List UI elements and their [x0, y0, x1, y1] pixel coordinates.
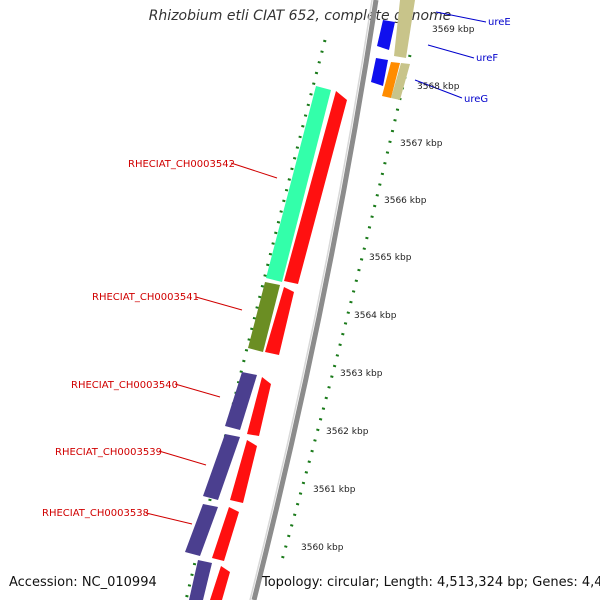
gene-label-rheciat-ch0003538[interactable]: RHECIAT_CH0003538	[42, 508, 149, 519]
tick-label-3562: 3562 kbp	[326, 427, 369, 437]
genome-summary-text: Topology: circular; Length: 4,513,324 bp…	[262, 575, 600, 590]
gene-label-rheciat-ch0003540[interactable]: RHECIAT_CH0003540	[71, 380, 178, 391]
tick-label-3569: 3569 kbp	[432, 25, 475, 35]
tick-label-3563: 3563 kbp	[340, 369, 383, 379]
leader-line-uree	[435, 11, 487, 23]
leader-line-3539	[158, 450, 207, 466]
gene-cog-ureg-orange[interactable]	[382, 62, 400, 98]
gene-label-uref[interactable]: ureF	[476, 53, 498, 64]
leader-line-3542	[230, 162, 278, 179]
accession-text: Accession: NC_010994	[9, 575, 157, 590]
gene-cog-ureg-tan[interactable]	[391, 63, 410, 100]
tick-label-3566: 3566 kbp	[384, 196, 427, 206]
tick-label-3568: 3568 kbp	[417, 82, 460, 92]
gene-cog-rheciat-ch0003540[interactable]	[225, 372, 257, 430]
leader-line-uref	[427, 44, 475, 59]
gene-cog-rheciat-ch0003541[interactable]	[248, 282, 280, 352]
gene-label-rheciat-ch0003541[interactable]: RHECIAT_CH0003541	[92, 292, 199, 303]
gc-dotted-track-inner	[280, 54, 412, 561]
leader-line-3541	[195, 296, 243, 311]
gene-label-ureg[interactable]: ureG	[464, 94, 488, 105]
cds-arrow-5[interactable]	[212, 507, 239, 561]
gene-cog-rheciat-ch0003542[interactable]	[266, 86, 331, 282]
tick-label-3565: 3565 kbp	[369, 253, 412, 263]
backbone-line	[251, 0, 379, 600]
cds-arrow-4[interactable]	[230, 440, 257, 503]
gene-cog-ureg-blue[interactable]	[371, 58, 388, 86]
leader-line-3538	[145, 512, 193, 525]
cds-arrow-1[interactable]	[284, 91, 347, 284]
cds-arrow-2[interactable]	[265, 287, 294, 355]
gene-cog-rheciat-ch0003538[interactable]	[185, 504, 218, 556]
gene-label-rheciat-ch0003542[interactable]: RHECIAT_CH0003542	[128, 159, 235, 170]
gene-label-uree[interactable]: ureE	[488, 17, 511, 28]
tick-label-3564: 3564 kbp	[354, 311, 397, 321]
gene-cog-next[interactable]	[189, 560, 212, 600]
gene-cog-rheciat-ch0003539[interactable]	[203, 434, 240, 500]
gene-cog-uref-tan[interactable]	[394, 0, 415, 58]
leader-line-ureg	[414, 79, 463, 99]
tick-label-3567: 3567 kbp	[400, 139, 443, 149]
gene-cog-uree[interactable]	[377, 20, 395, 50]
backbone-highlight	[249, 0, 373, 600]
leader-line-3540	[174, 383, 221, 398]
cds-arrow-3[interactable]	[247, 377, 271, 436]
tick-label-3561: 3561 kbp	[313, 485, 356, 495]
cds-arrow-6[interactable]	[210, 566, 230, 600]
gene-label-rheciat-ch0003539[interactable]: RHECIAT_CH0003539	[55, 447, 162, 458]
tick-label-3560: 3560 kbp	[301, 543, 344, 553]
